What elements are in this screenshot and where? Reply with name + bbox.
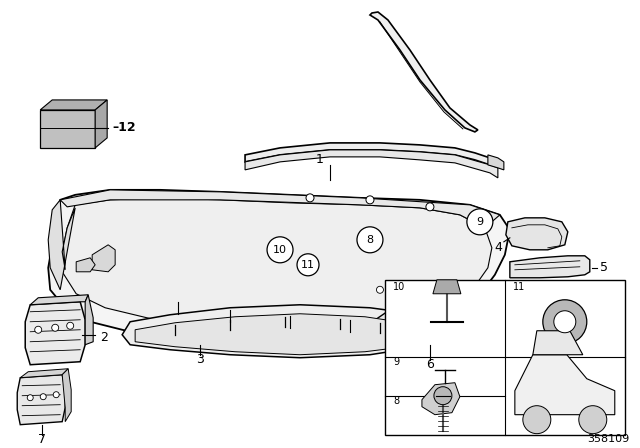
Polygon shape	[135, 314, 418, 355]
Polygon shape	[510, 256, 590, 278]
Circle shape	[543, 300, 587, 344]
Polygon shape	[95, 100, 107, 148]
Text: 11: 11	[301, 260, 315, 270]
Circle shape	[28, 395, 33, 401]
Circle shape	[554, 311, 576, 333]
Circle shape	[451, 301, 458, 308]
Text: 9: 9	[476, 217, 483, 227]
Text: 7: 7	[38, 433, 46, 446]
Circle shape	[306, 194, 314, 202]
Circle shape	[357, 227, 383, 253]
Polygon shape	[245, 150, 498, 178]
Polygon shape	[533, 331, 583, 355]
Circle shape	[376, 286, 383, 293]
Polygon shape	[40, 100, 107, 110]
Text: 5: 5	[600, 261, 608, 274]
Polygon shape	[62, 198, 492, 328]
Circle shape	[467, 209, 493, 235]
Circle shape	[297, 254, 319, 276]
Text: –12: –12	[112, 121, 136, 134]
Polygon shape	[48, 200, 75, 290]
Polygon shape	[488, 155, 504, 170]
Text: 10: 10	[273, 245, 287, 255]
Circle shape	[67, 322, 74, 329]
Circle shape	[426, 203, 434, 211]
Polygon shape	[515, 355, 615, 415]
Circle shape	[35, 326, 42, 333]
Polygon shape	[60, 190, 500, 228]
Text: 11: 11	[513, 282, 525, 292]
Polygon shape	[370, 12, 478, 132]
Polygon shape	[20, 369, 68, 378]
Polygon shape	[422, 383, 460, 415]
Circle shape	[52, 324, 59, 331]
Polygon shape	[25, 302, 85, 365]
Circle shape	[40, 394, 46, 400]
Text: 10: 10	[393, 282, 405, 292]
Text: 1: 1	[316, 153, 324, 166]
Circle shape	[267, 237, 293, 263]
Circle shape	[366, 196, 374, 204]
Circle shape	[53, 392, 59, 398]
Circle shape	[523, 406, 551, 434]
Circle shape	[434, 387, 452, 405]
Text: 3: 3	[196, 353, 204, 366]
Polygon shape	[17, 375, 65, 425]
Text: 2: 2	[100, 331, 108, 344]
Text: 9: 9	[393, 357, 399, 367]
Text: 8: 8	[366, 235, 374, 245]
Polygon shape	[402, 315, 490, 342]
Bar	[40, 110, 95, 148]
Text: 6: 6	[426, 358, 434, 371]
Polygon shape	[76, 258, 95, 272]
Polygon shape	[30, 295, 88, 305]
Polygon shape	[48, 190, 510, 340]
Polygon shape	[433, 280, 461, 294]
Circle shape	[417, 296, 424, 303]
Polygon shape	[245, 143, 498, 168]
Polygon shape	[62, 369, 71, 422]
Text: 4: 4	[494, 241, 502, 254]
Circle shape	[579, 406, 607, 434]
Polygon shape	[122, 305, 430, 358]
Polygon shape	[506, 218, 568, 250]
Polygon shape	[92, 245, 115, 272]
Polygon shape	[85, 295, 93, 345]
Polygon shape	[368, 305, 545, 350]
Text: 358109: 358109	[588, 434, 630, 444]
Text: 8: 8	[393, 396, 399, 406]
Bar	[385, 280, 625, 435]
